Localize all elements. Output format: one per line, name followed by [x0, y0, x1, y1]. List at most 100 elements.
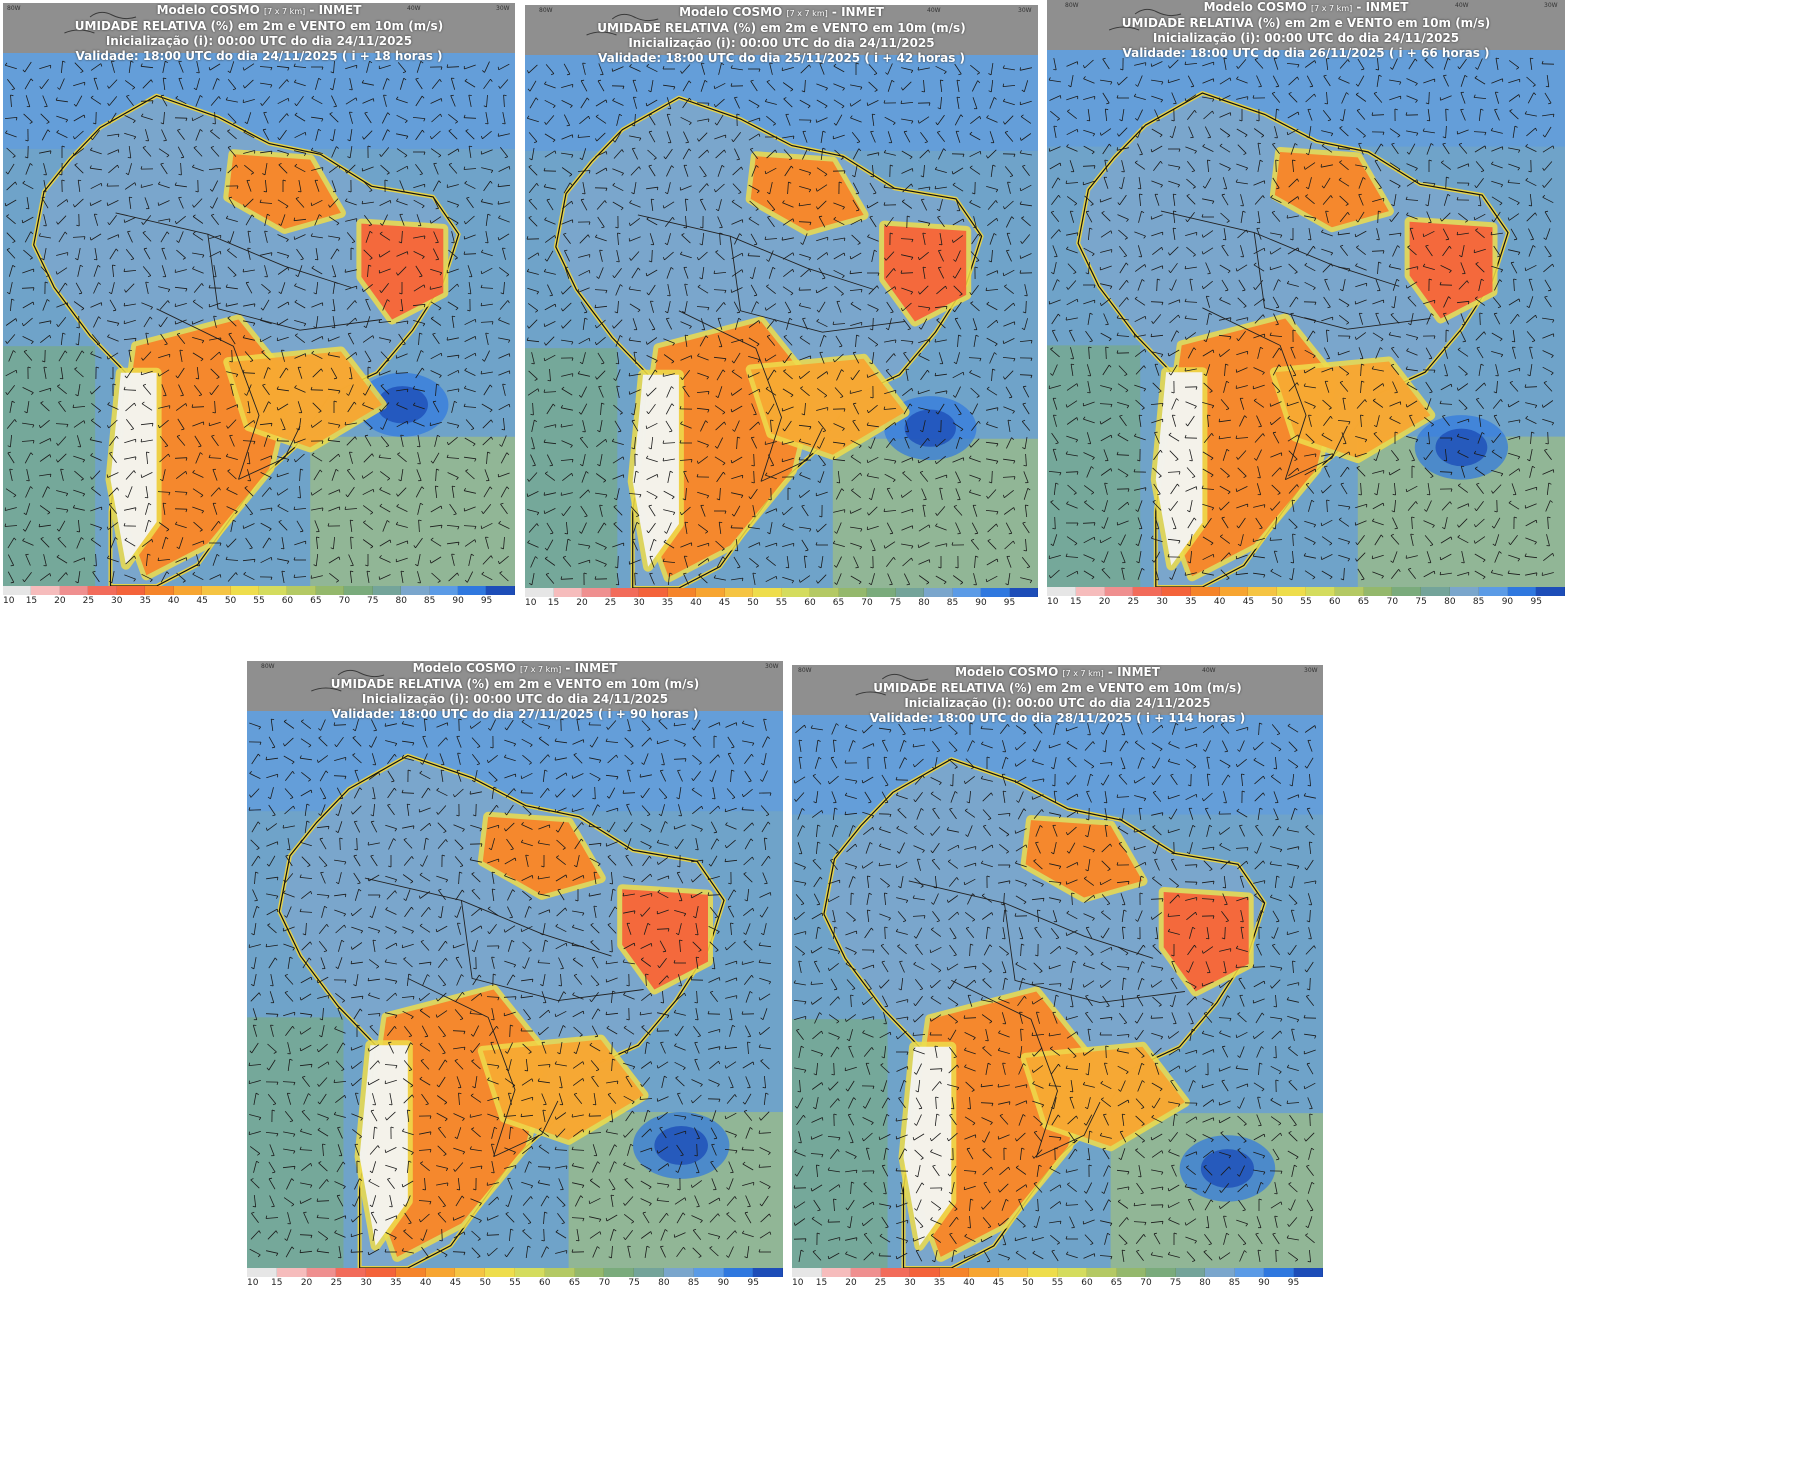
legend-label: 40 — [1213, 597, 1226, 607]
legend-label: 70 — [1140, 1278, 1152, 1288]
legend-swatch — [1009, 588, 1038, 597]
legend-label: 10 — [792, 1278, 804, 1288]
legend-label: 10 — [1047, 597, 1059, 607]
legend-label: 25 — [874, 1278, 887, 1288]
legend-swatch — [276, 1268, 307, 1277]
legend-label: 25 — [330, 1278, 343, 1288]
legend-label: 15 — [815, 1278, 828, 1288]
legend-swatch — [455, 1268, 486, 1277]
lon-label-30w: 30W — [1544, 2, 1558, 9]
legend-label: 30 — [360, 1278, 372, 1288]
legend-labels-3: 10 15 20 25 30 35 40 45 50 55 60 65 70 75 80 85 90 95 — [1047, 597, 1565, 609]
legend-swatch — [1219, 587, 1249, 596]
legend-swatch — [315, 586, 345, 595]
legend-label: 95 — [747, 1278, 759, 1288]
legend-label: 55 — [253, 596, 265, 606]
legend-label: 95 — [480, 596, 493, 606]
panel-title-2: Modelo COSMO [7 x 7 km] - INMET UMIDADE … — [597, 5, 966, 65]
legend-label: 35 — [661, 598, 674, 608]
legend-swatch — [1205, 1268, 1235, 1277]
legend-label: 20 — [300, 1278, 313, 1288]
lon-label-80w: 80W — [539, 7, 553, 14]
legend-label: 95 — [1287, 1278, 1300, 1288]
legend-swatch — [667, 588, 696, 597]
legend-swatch — [88, 586, 117, 595]
legend-label: 45 — [196, 596, 208, 606]
legend-swatch — [344, 586, 373, 595]
legend-label: 10 — [3, 596, 15, 606]
legend-label: 15 — [25, 596, 38, 606]
legend-swatch — [981, 588, 1010, 597]
legend-swatch — [1334, 587, 1364, 596]
legend-label: 50 — [1022, 1278, 1034, 1288]
legend-swatch — [395, 1268, 426, 1277]
legend-label: 85 — [1228, 1278, 1241, 1288]
lon-label-80w: 80W — [7, 5, 21, 12]
legend-swatch — [792, 1268, 822, 1277]
forecast-panel-1: Modelo COSMO [7 x 7 km] - INMET UMIDADE … — [3, 3, 515, 608]
legend-swatch — [1449, 587, 1479, 596]
legend-swatch — [610, 588, 639, 597]
legend-label: 75 — [889, 598, 902, 608]
legend-swatch — [1536, 587, 1566, 596]
legend-swatch — [458, 586, 487, 595]
legend-label: 15 — [1070, 597, 1082, 607]
legend-label: 10 — [525, 598, 537, 608]
legend-swatch — [1363, 587, 1393, 596]
legend-swatch — [838, 588, 867, 597]
lon-label-30w: 30W — [1018, 7, 1032, 14]
forecast-panel-3: Modelo COSMO [7 x 7 km] - INMET UMIDADE … — [1047, 0, 1566, 609]
legend-label: 65 — [568, 1278, 581, 1288]
legend-label: 20 — [54, 596, 66, 606]
legend-swatch — [544, 1268, 575, 1277]
legend-label: 35 — [1185, 597, 1197, 607]
legend-swatch — [634, 1268, 664, 1277]
legend-label: 90 — [1258, 1278, 1270, 1288]
legend-label: 75 — [1169, 1278, 1182, 1288]
legend-swatch — [1162, 587, 1191, 596]
legend-label: 45 — [449, 1278, 462, 1288]
legend-swatch — [810, 588, 839, 597]
legend-swatch — [781, 588, 810, 597]
legend-swatch — [867, 588, 896, 597]
panel-title-1: Modelo COSMO [7 x 7 km] - INMET UMIDADE … — [74, 3, 444, 63]
legend-label: 25 — [604, 598, 617, 608]
legend-swatch — [1087, 1268, 1117, 1277]
legend-swatch — [173, 586, 203, 595]
legend-swatch — [230, 586, 259, 595]
legend-label: 70 — [1386, 597, 1399, 607]
legend-swatch — [880, 1268, 910, 1277]
legend-labels-1: 10 15 20 25 30 35 40 45 50 55 60 65 70 75 80 85 90 95 — [3, 596, 515, 608]
legend-label: 30 — [904, 1278, 916, 1288]
legend-swatch — [1028, 1268, 1058, 1277]
legend-swatch — [116, 586, 146, 595]
legend-swatch — [952, 588, 981, 597]
legend-swatch — [821, 1268, 851, 1277]
legend-label: 35 — [390, 1278, 402, 1288]
legend-label: 90 — [975, 598, 987, 608]
legend-labels-2: 10 15 20 25 30 35 40 45 50 55 60 65 70 75 80 85 90 95 — [525, 598, 1038, 610]
lon-label-30w: 30W — [765, 663, 779, 670]
legend-label: 45 — [718, 598, 731, 608]
legend-label: 20 — [845, 1278, 857, 1288]
panel-title-3: Modelo COSMO [7 x 7 km] - INMET UMIDADE … — [1121, 0, 1491, 60]
legend-label: 80 — [658, 1278, 670, 1288]
legend-swatch — [1104, 587, 1134, 596]
legend-swatch — [663, 1268, 694, 1277]
legend-label: 50 — [1271, 597, 1283, 607]
legend-swatch — [553, 588, 582, 597]
legend-swatch — [425, 1268, 456, 1277]
legend-swatch — [1248, 587, 1278, 596]
color-legend-4 — [247, 1268, 784, 1277]
legend-swatch — [372, 586, 402, 595]
legend-swatch — [1264, 1268, 1294, 1277]
legend-swatch — [1306, 587, 1335, 596]
legend-label: 85 — [946, 598, 959, 608]
legend-label: 50 — [479, 1278, 491, 1288]
legend-label: 55 — [1300, 597, 1312, 607]
legend-swatch — [1392, 587, 1422, 596]
legend-label: 75 — [628, 1278, 640, 1288]
legend-swatch — [1175, 1268, 1205, 1277]
legend-swatch — [336, 1268, 367, 1277]
legend-label: 80 — [1199, 1278, 1211, 1288]
